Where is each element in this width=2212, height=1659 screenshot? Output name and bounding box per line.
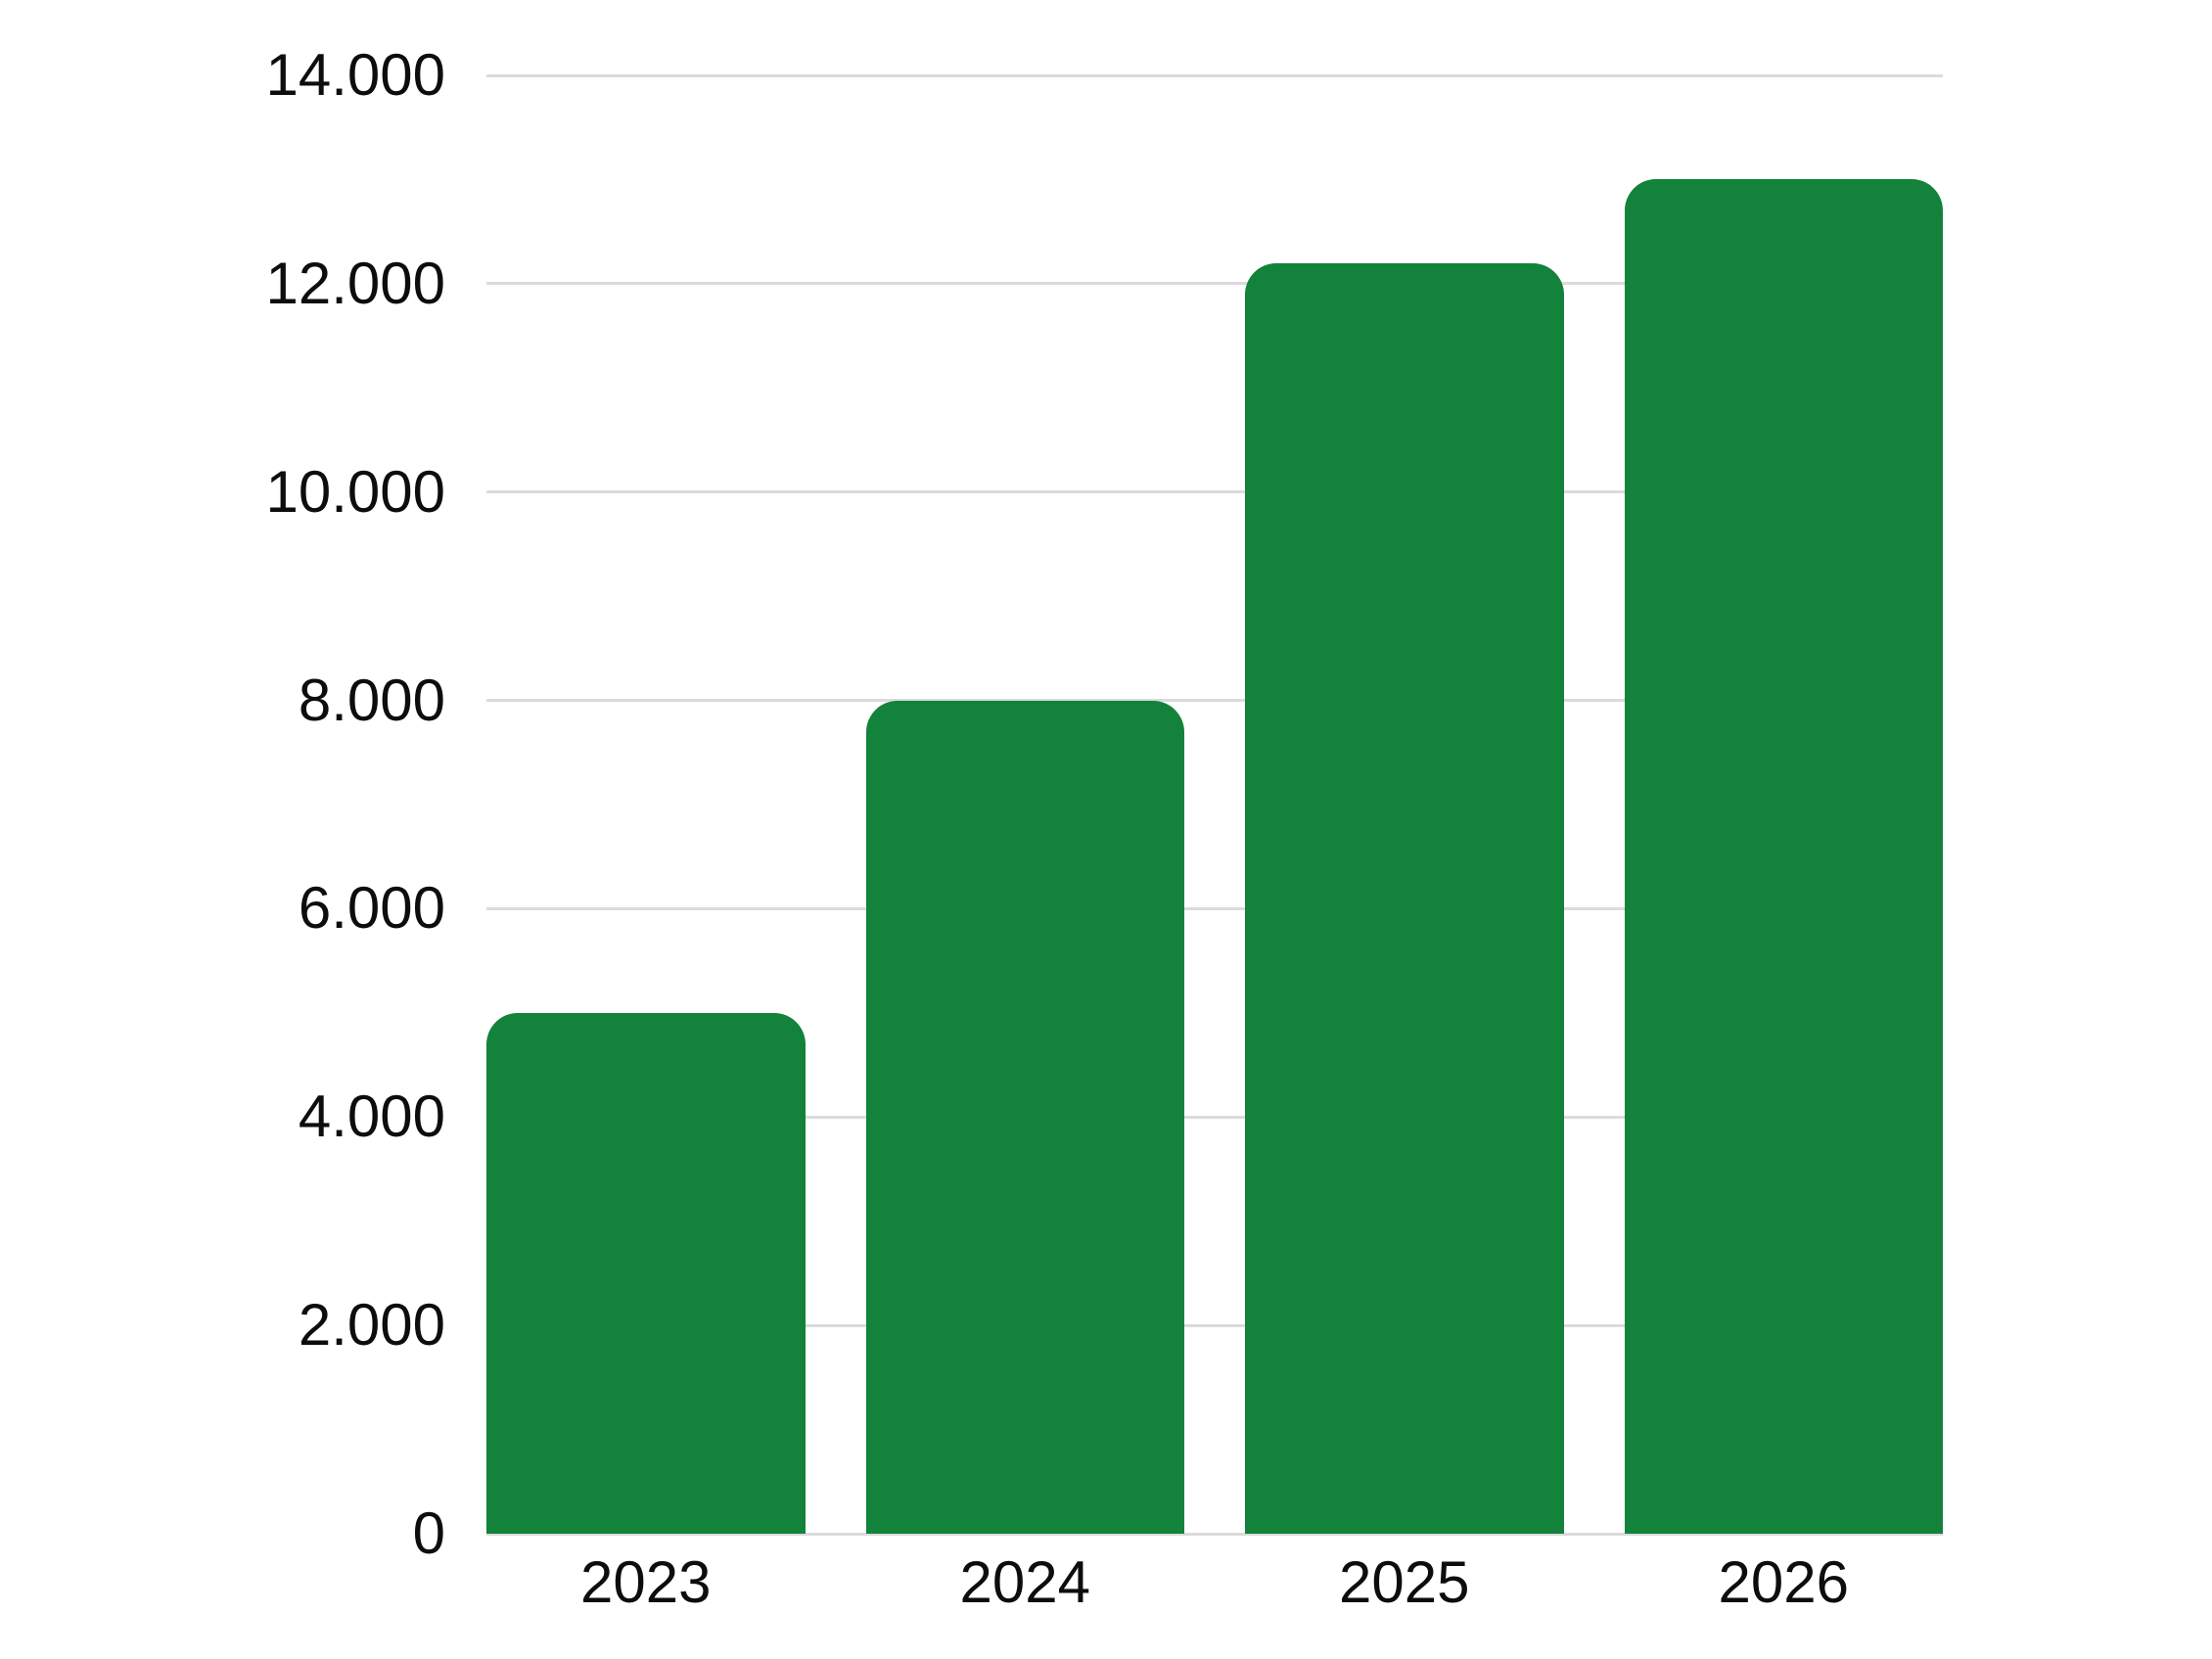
gridline [486, 73, 1943, 77]
x-axis-label: 2025 [1339, 1549, 1470, 1615]
y-axis-tick-label: 14.000 [265, 42, 445, 108]
gridline [486, 1532, 1943, 1536]
gridline [486, 699, 1943, 703]
bar-2023 [486, 1012, 806, 1534]
y-axis-tick-label: 6.000 [298, 875, 445, 942]
x-axis-label: 2026 [1718, 1549, 1849, 1615]
gridline [486, 490, 1943, 494]
y-axis-tick-label: 12.000 [265, 250, 445, 316]
bar-2026 [1624, 179, 1943, 1534]
gridline [486, 1323, 1943, 1327]
y-axis-tick-label: 0 [412, 1500, 445, 1566]
x-axis-label: 2023 [580, 1549, 712, 1615]
bar-2024 [865, 700, 1184, 1534]
y-axis-tick-label: 8.000 [298, 667, 445, 733]
gridline [486, 282, 1943, 286]
y-axis-tick-label: 2.000 [298, 1292, 445, 1359]
y-axis-tick-label: 4.000 [298, 1083, 445, 1150]
bar-2025 [1245, 262, 1564, 1534]
gridline [486, 1115, 1943, 1119]
gridline [486, 906, 1943, 910]
y-axis-tick-label: 10.000 [265, 458, 445, 525]
x-axis-label: 2024 [959, 1549, 1090, 1615]
